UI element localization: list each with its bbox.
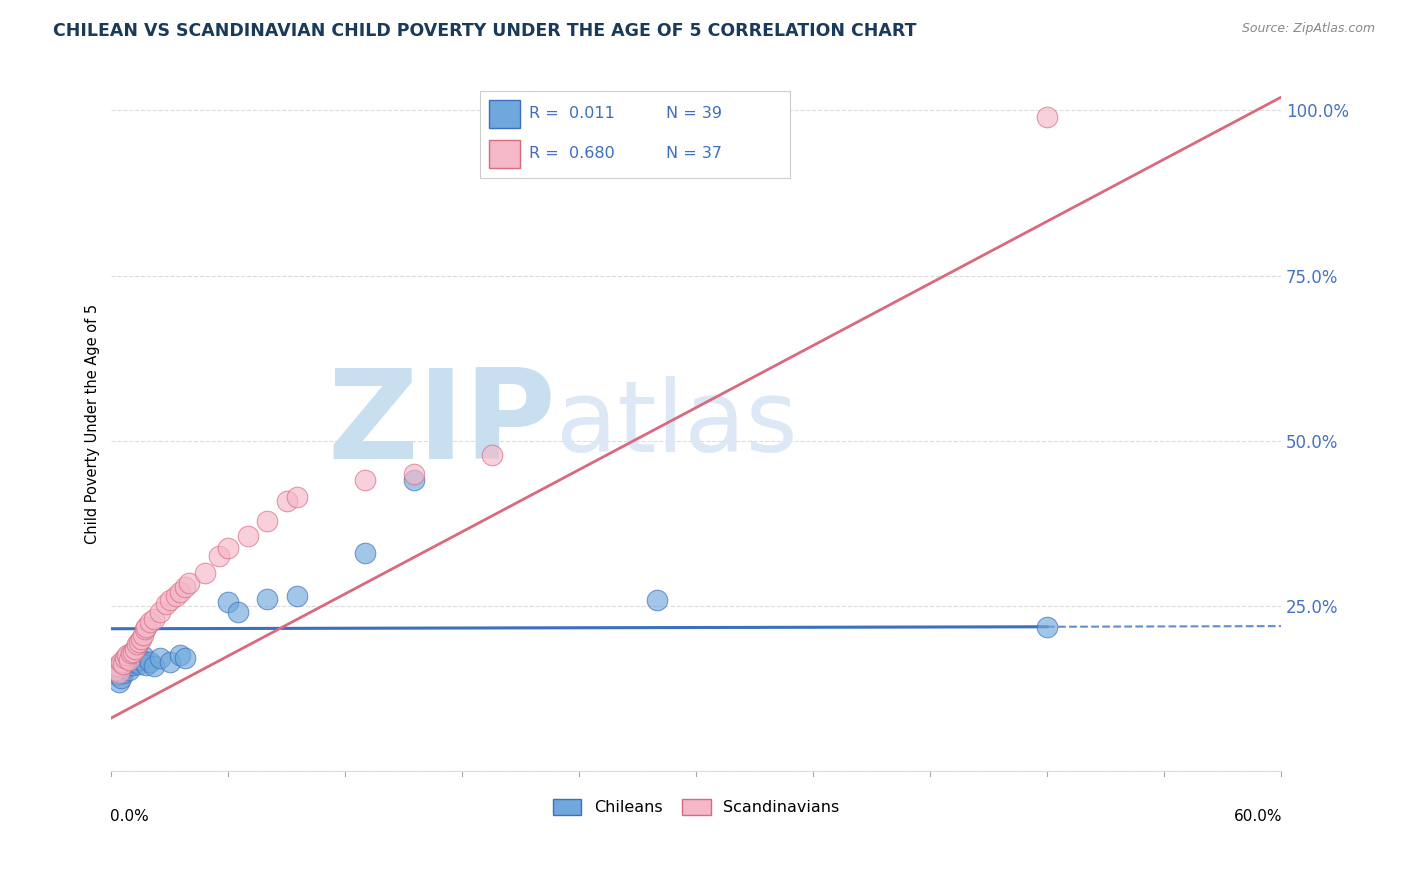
Point <box>120 646 142 660</box>
Point <box>256 514 278 528</box>
Point <box>125 646 148 660</box>
Point <box>120 650 142 665</box>
Point <box>135 620 157 634</box>
Point <box>353 473 375 487</box>
Point <box>217 541 239 555</box>
Point <box>174 580 197 594</box>
Point <box>353 546 375 560</box>
Point <box>110 655 132 669</box>
Point <box>121 645 143 659</box>
Point <box>124 641 146 656</box>
Point <box>105 668 128 682</box>
Point <box>285 589 308 603</box>
Point <box>118 656 141 670</box>
Point <box>108 674 131 689</box>
Point <box>481 448 503 462</box>
Point <box>159 655 181 669</box>
Text: 60.0%: 60.0% <box>1233 809 1282 824</box>
Point <box>108 665 131 680</box>
Text: CHILEAN VS SCANDINAVIAN CHILD POVERTY UNDER THE AGE OF 5 CORRELATION CHART: CHILEAN VS SCANDINAVIAN CHILD POVERTY UN… <box>53 22 917 40</box>
Point <box>114 657 136 671</box>
Text: ZIP: ZIP <box>328 364 555 484</box>
Point <box>108 665 131 679</box>
Y-axis label: Child Poverty Under the Age of 5: Child Poverty Under the Age of 5 <box>86 304 100 544</box>
Point <box>118 653 141 667</box>
Point <box>165 589 187 603</box>
Point <box>149 651 172 665</box>
Point <box>125 637 148 651</box>
Point <box>128 657 150 671</box>
Point <box>1036 620 1059 634</box>
Point <box>128 635 150 649</box>
Point <box>134 622 156 636</box>
Point <box>135 658 157 673</box>
Point <box>402 473 425 487</box>
Point <box>139 655 162 669</box>
Point <box>114 661 136 675</box>
Point <box>256 592 278 607</box>
Point <box>402 467 425 481</box>
Point <box>110 671 132 685</box>
Point <box>120 653 142 667</box>
Point <box>169 648 191 662</box>
Point <box>104 661 127 675</box>
Point <box>112 657 135 671</box>
Point <box>131 649 153 664</box>
Point <box>276 494 298 508</box>
Text: 0.0%: 0.0% <box>110 809 149 824</box>
Point <box>112 655 135 669</box>
Point <box>110 658 132 673</box>
Point <box>155 597 177 611</box>
Point <box>114 651 136 665</box>
Point <box>179 575 201 590</box>
Point <box>143 659 166 673</box>
Point <box>194 566 217 580</box>
Point <box>143 612 166 626</box>
Point <box>104 664 127 678</box>
Point <box>121 648 143 662</box>
Point <box>149 605 172 619</box>
Point <box>115 651 138 665</box>
Point <box>169 585 191 599</box>
Point <box>105 659 128 673</box>
Point <box>124 655 146 669</box>
Point <box>226 605 249 619</box>
Point <box>118 664 141 678</box>
Point <box>1036 110 1059 124</box>
Point <box>112 665 135 680</box>
Point <box>174 651 197 665</box>
Legend: Chileans, Scandinavians: Chileans, Scandinavians <box>547 792 846 822</box>
Point <box>129 653 152 667</box>
Point <box>121 658 143 673</box>
Point <box>115 659 138 673</box>
Point <box>129 632 152 646</box>
Point <box>645 593 668 607</box>
Point <box>159 593 181 607</box>
Text: atlas: atlas <box>555 376 797 473</box>
Point <box>115 648 138 662</box>
Point <box>236 529 259 543</box>
Point <box>139 615 162 629</box>
Point <box>285 490 308 504</box>
Point <box>131 628 153 642</box>
Point <box>217 595 239 609</box>
Text: Source: ZipAtlas.com: Source: ZipAtlas.com <box>1241 22 1375 36</box>
Point <box>125 651 148 665</box>
Point <box>207 549 229 563</box>
